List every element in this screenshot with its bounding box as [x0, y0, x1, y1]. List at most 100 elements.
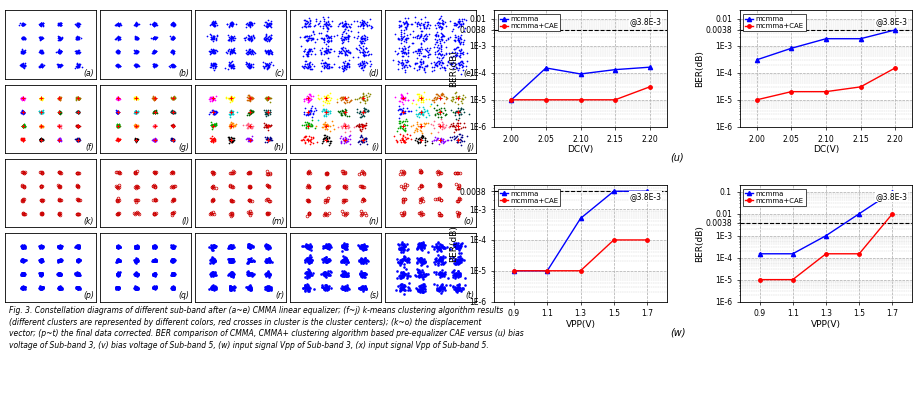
Point — [397, 244, 412, 250]
Point — [403, 62, 417, 69]
Point — [437, 259, 452, 265]
Point — [262, 23, 277, 30]
Point — [413, 111, 427, 117]
Point — [351, 63, 366, 70]
Point — [167, 123, 182, 130]
Point — [33, 47, 48, 53]
Point — [259, 31, 273, 37]
Point — [15, 48, 29, 55]
Point — [69, 47, 83, 54]
Point — [149, 21, 164, 28]
Point — [110, 95, 125, 102]
Point — [111, 243, 126, 250]
Point — [72, 256, 86, 262]
Point — [127, 96, 141, 103]
Point — [224, 284, 238, 291]
Point — [414, 33, 428, 40]
Point — [335, 96, 349, 103]
Point — [244, 108, 259, 114]
Point — [51, 243, 66, 249]
Point — [308, 16, 323, 22]
Point — [355, 49, 370, 56]
Point — [205, 135, 220, 142]
Point — [224, 269, 238, 276]
Point — [260, 21, 274, 27]
Point — [240, 111, 255, 118]
Point — [34, 109, 49, 116]
Point — [260, 271, 274, 278]
Point — [14, 49, 28, 55]
Point — [260, 94, 275, 101]
Point — [399, 23, 414, 30]
Point — [146, 109, 160, 116]
Point — [242, 64, 257, 71]
Point — [338, 283, 353, 290]
Point — [224, 35, 238, 42]
Point — [414, 31, 428, 37]
Point — [458, 243, 472, 249]
Point — [417, 63, 432, 69]
Point — [316, 62, 331, 68]
Point — [70, 22, 84, 29]
Point — [335, 257, 349, 264]
Point — [303, 257, 317, 264]
Point — [393, 36, 408, 43]
Point — [70, 271, 84, 278]
Point — [71, 34, 85, 41]
Point — [447, 272, 461, 278]
Text: (l): (l) — [182, 217, 189, 226]
Point — [129, 20, 144, 27]
Point — [15, 62, 29, 68]
Point — [33, 35, 48, 42]
Point — [129, 20, 144, 27]
Point — [127, 257, 142, 263]
Point — [245, 49, 260, 55]
Point — [338, 242, 353, 248]
Point — [128, 285, 143, 292]
Point — [165, 284, 180, 291]
Point — [337, 268, 352, 275]
Point — [337, 64, 351, 71]
Point — [33, 257, 48, 263]
Point — [128, 283, 143, 290]
Point — [261, 121, 276, 128]
Point — [207, 284, 222, 290]
Point — [431, 245, 446, 252]
Point — [299, 124, 314, 130]
Point — [16, 34, 30, 41]
Point — [204, 36, 218, 42]
Point — [14, 96, 28, 103]
Point — [301, 123, 315, 129]
mcmma — [786, 46, 797, 51]
Point — [262, 34, 277, 41]
Point — [53, 135, 68, 142]
Point — [359, 96, 374, 103]
Point — [395, 272, 410, 279]
Point — [397, 95, 412, 102]
Point — [323, 34, 337, 40]
Point — [34, 36, 49, 42]
Point — [33, 285, 48, 291]
Point — [149, 284, 163, 290]
Point — [112, 270, 127, 277]
Point — [450, 282, 465, 288]
Point — [392, 119, 407, 126]
Point — [418, 113, 433, 120]
Point — [320, 33, 335, 40]
Text: (k): (k) — [83, 217, 94, 226]
Point — [110, 244, 125, 250]
Point — [394, 139, 409, 146]
Point — [389, 136, 403, 143]
Point — [360, 97, 375, 103]
Point — [146, 284, 160, 290]
Point — [129, 285, 144, 292]
Point — [166, 47, 181, 54]
Point — [129, 243, 144, 250]
Point — [420, 22, 435, 28]
Point — [355, 67, 370, 73]
Point — [127, 243, 142, 250]
Point — [398, 94, 413, 101]
Point — [320, 270, 335, 277]
Point — [51, 285, 66, 291]
Point — [17, 34, 31, 41]
